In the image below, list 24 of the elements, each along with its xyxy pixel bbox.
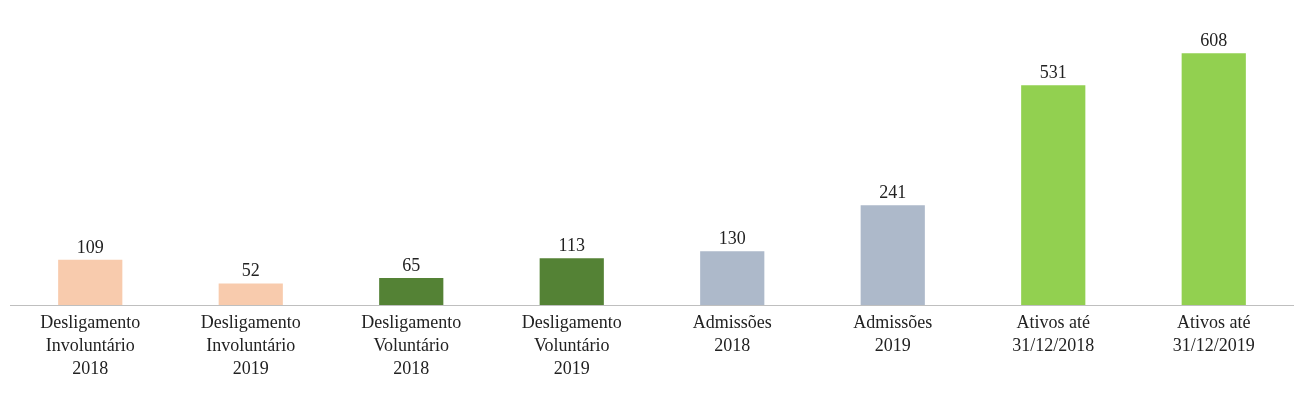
bar [1181,53,1246,305]
bar [700,251,765,305]
x-tick-label: Desligamento Involuntário 2018 [40,311,141,379]
x-tick-label: Desligamento Voluntário 2019 [521,311,622,379]
bar [58,259,123,305]
x-tick-label: Ativos até 31/12/2019 [1172,311,1255,355]
x-tick-label: Ativos até 31/12/2018 [1012,311,1095,355]
bar [1021,85,1086,305]
bar [218,283,283,305]
data-label: 241 [879,182,907,203]
data-label: 65 [402,255,421,276]
x-tick-label: Desligamento Voluntário 2018 [361,311,462,379]
x-tick-label: Admissões 2018 [692,311,772,355]
data-label: 531 [1039,62,1067,83]
x-tick-label: Desligamento Involuntário 2019 [200,311,301,379]
bar [539,258,604,305]
data-label: 113 [558,235,585,256]
data-label: 52 [241,260,260,281]
data-label: 109 [76,236,104,257]
x-tick-label: Admissões 2019 [853,311,933,355]
data-label: 608 [1200,30,1228,51]
data-label: 130 [718,228,746,249]
bar [379,278,444,305]
bar [860,205,925,305]
